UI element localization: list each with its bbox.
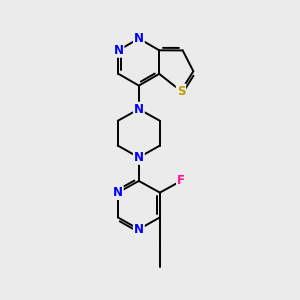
Text: N: N: [113, 44, 124, 57]
Text: N: N: [134, 32, 144, 45]
Text: N: N: [134, 103, 144, 116]
Text: N: N: [134, 151, 144, 164]
Text: S: S: [177, 85, 185, 98]
Text: F: F: [177, 175, 185, 188]
Text: N: N: [134, 223, 144, 236]
Text: N: N: [113, 186, 123, 199]
